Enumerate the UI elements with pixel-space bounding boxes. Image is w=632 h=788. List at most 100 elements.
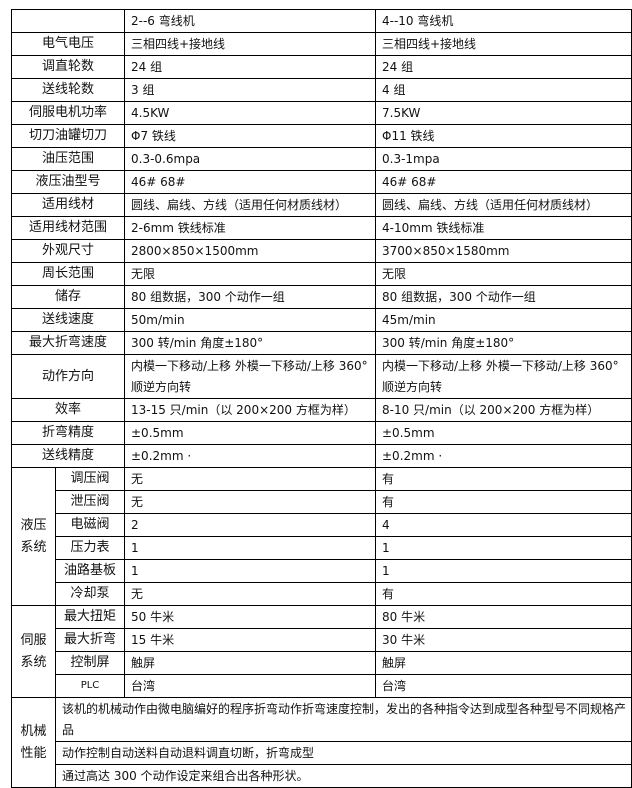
table-row: 压力表 1 1 [12, 536, 632, 560]
spec-label: 泄压阀 [55, 490, 125, 514]
group-label: 液压系统 [11, 467, 56, 606]
table-row: 外观尺寸 2800×850×1500mm 3700×850×1580mm [11, 239, 632, 263]
spec-label: 外观尺寸 [11, 239, 125, 263]
table-row: 效率 13-15 只/min（以 200×200 方框为样） 8-10 只/min（… [11, 398, 632, 422]
spec-label: 电气电压 [11, 32, 125, 56]
spec-value-2-6: 无 [124, 490, 376, 514]
mechanical-text: 该机的机械动作由微电脑编好的程序折弯动作折弯速度控制，发出的各种指令达到成型各种… [55, 697, 632, 742]
spec-label: 液压油型号 [11, 170, 125, 194]
table-row: 液压系统 调压阀无有 [11, 467, 632, 606]
spec-value-2-6: 1 [124, 536, 376, 560]
spec-label: 送线精度 [11, 444, 125, 468]
spec-value-4-10: 1 [375, 536, 632, 560]
table-row: 伺服系统 最大扭矩 50 牛米 80 牛米 [11, 605, 632, 698]
header-model-2-6: 2--6 弯线机 [124, 9, 376, 33]
spec-label: 送线轮数 [11, 78, 125, 102]
mechanical-text: 通过高达 300 个动作设定来组合出各种形状。 [55, 764, 632, 788]
table-row: 最大折弯速度 300 转/min 角度±180° 300 转/min 角度±180° [11, 331, 632, 355]
spec-value-4-10: 三相四线+接地线 [375, 32, 632, 56]
spec-value-2-6: 15 牛米 [124, 628, 376, 652]
table-row: 电磁阀 2 4 [12, 513, 632, 537]
spec-value-2-6: 24 组 [124, 55, 376, 79]
spec-value-2-6: 46# 68# [124, 170, 376, 194]
spec-value-2-6: Φ7 铁线 [124, 124, 376, 148]
spec-value-2-6: 触屏 [124, 651, 376, 675]
spec-label: 适用线材 [11, 193, 125, 217]
spec-label: 冷却泵 [55, 582, 125, 606]
spec-value-4-10: 4 [375, 513, 632, 537]
spec-label: 电磁阀 [55, 513, 125, 537]
table-row: 通过高达 300 个动作设定来组合出各种形状。 [12, 764, 632, 788]
spec-value-2-6: 2800×850×1500mm [124, 239, 376, 263]
spec-value-4-10: 300 转/min 角度±180° [375, 331, 632, 355]
spec-value-2-6: 圆线、扁线、方线（适用任何材质线材） [124, 193, 376, 217]
spec-value-2-6: 2 [124, 513, 376, 537]
spec-label: 控制屏 [55, 651, 125, 675]
header-model-4-10: 4--10 弯线机 [375, 9, 632, 33]
spec-table: 2--6 弯线机 4--10 弯线机 电气电压 三相四线+接地线 三相四线+接地线 调直轮… [11, 9, 632, 788]
table-row: 动作方向 内模一下移动/上移 外模一下移动/上移 360° 顺逆方向转 内模一下移动… [11, 354, 632, 399]
spec-value-2-6: 台湾 [124, 674, 376, 698]
spec-label: 伺服电机功率 [11, 101, 125, 125]
spec-label: 最大折弯 [55, 628, 125, 652]
table-row: 切刀油罐切刀 Φ7 铁线 Φ11 铁线 [11, 124, 632, 148]
table-row: 周长范围 无限 无限 [11, 262, 632, 286]
spec-value-4-10: 内模一下移动/上移 外模一下移动/上移 360° 顺逆方向转 [375, 354, 632, 399]
spec-label: 调压阀 [55, 467, 125, 491]
spec-value-4-10: 30 牛米 [375, 628, 632, 652]
spec-label: 切刀油罐切刀 [11, 124, 125, 148]
spec-label: 压力表 [55, 536, 125, 560]
spec-value-2-6: 13-15 只/min（以 200×200 方框为样） [124, 398, 376, 422]
spec-value-4-10: 24 组 [375, 55, 632, 79]
spec-label: 最大扭矩 [55, 605, 125, 629]
spec-value-2-6: 3 组 [124, 78, 376, 102]
spec-value-4-10: 0.3-1mpa [375, 147, 632, 171]
spec-value-2-6: 4.5KW [124, 101, 376, 125]
table-row: 动作控制自动送料自动退料调直切断，折弯成型 [12, 741, 632, 765]
spec-value-4-10: ±0.5mm [375, 421, 632, 445]
spec-label: 油压范围 [11, 147, 125, 171]
table-header-row: 2--6 弯线机 4--10 弯线机 [11, 9, 632, 33]
spec-value-4-10: 触屏 [375, 651, 632, 675]
table-row: PLC 台湾 台湾 [12, 674, 632, 698]
spec-value-4-10: 8-10 只/min（以 200×200 方框为样） [375, 398, 632, 422]
spec-label: 效率 [11, 398, 125, 422]
spec-label: 送线速度 [11, 308, 125, 332]
spec-value-2-6: 0.3-0.6mpa [124, 147, 376, 171]
spec-value-2-6: 无限 [124, 262, 376, 286]
spec-value-4-10: 有 [375, 467, 632, 491]
table-row: 折弯精度 ±0.5mm ±0.5mm [11, 421, 632, 445]
spec-value-4-10: 80 组数据，300 个动作一组 [375, 285, 632, 309]
spec-label: PLC [55, 674, 125, 698]
spec-label: 储存 [11, 285, 125, 309]
table-row: 机械性能 该机的机械动作由微电脑编好的程序折弯动作折弯速度控制，发出的各种指令达到… [11, 697, 632, 788]
spec-value-4-10: ±0.2mm · [375, 444, 632, 468]
spec-value-2-6: ±0.2mm · [124, 444, 376, 468]
spec-value-4-10: 有 [375, 582, 632, 606]
table-row: 适用线材范围 2-6mm 铁线标准 4-10mm 铁线标准 [11, 216, 632, 240]
spec-label: 动作方向 [11, 354, 125, 399]
spec-label: 调直轮数 [11, 55, 125, 79]
spec-value-4-10: 1 [375, 559, 632, 583]
spec-value-2-6: 300 转/min 角度±180° [124, 331, 376, 355]
table-row: 电气电压 三相四线+接地线 三相四线+接地线 [11, 32, 632, 56]
spec-value-2-6: 无 [124, 582, 376, 606]
table-row: 控制屏 触屏 触屏 [12, 651, 632, 675]
table-row: 适用线材 圆线、扁线、方线（适用任何材质线材） 圆线、扁线、方线（适用任何材质线材） [11, 193, 632, 217]
spec-value-4-10: 有 [375, 490, 632, 514]
spec-label: 适用线材范围 [11, 216, 125, 240]
spec-value-2-6: 无 [124, 467, 376, 491]
spec-value-4-10: 80 牛米 [375, 605, 632, 629]
spec-value-4-10: 7.5KW [375, 101, 632, 125]
spec-value-2-6: 内模一下移动/上移 外模一下移动/上移 360° 顺逆方向转 [124, 354, 376, 399]
spec-value-4-10: Φ11 铁线 [375, 124, 632, 148]
spec-label: 油路基板 [55, 559, 125, 583]
spec-value-4-10: 45m/min [375, 308, 632, 332]
table-row: 冷却泵无有 [12, 582, 632, 606]
group-label: 机械性能 [11, 697, 56, 788]
spec-label: 最大折弯速度 [11, 331, 125, 355]
spec-value-4-10: 台湾 [375, 674, 632, 698]
spec-value-4-10: 圆线、扁线、方线（适用任何材质线材） [375, 193, 632, 217]
table-row: 送线速度 50m/min 45m/min [11, 308, 632, 332]
